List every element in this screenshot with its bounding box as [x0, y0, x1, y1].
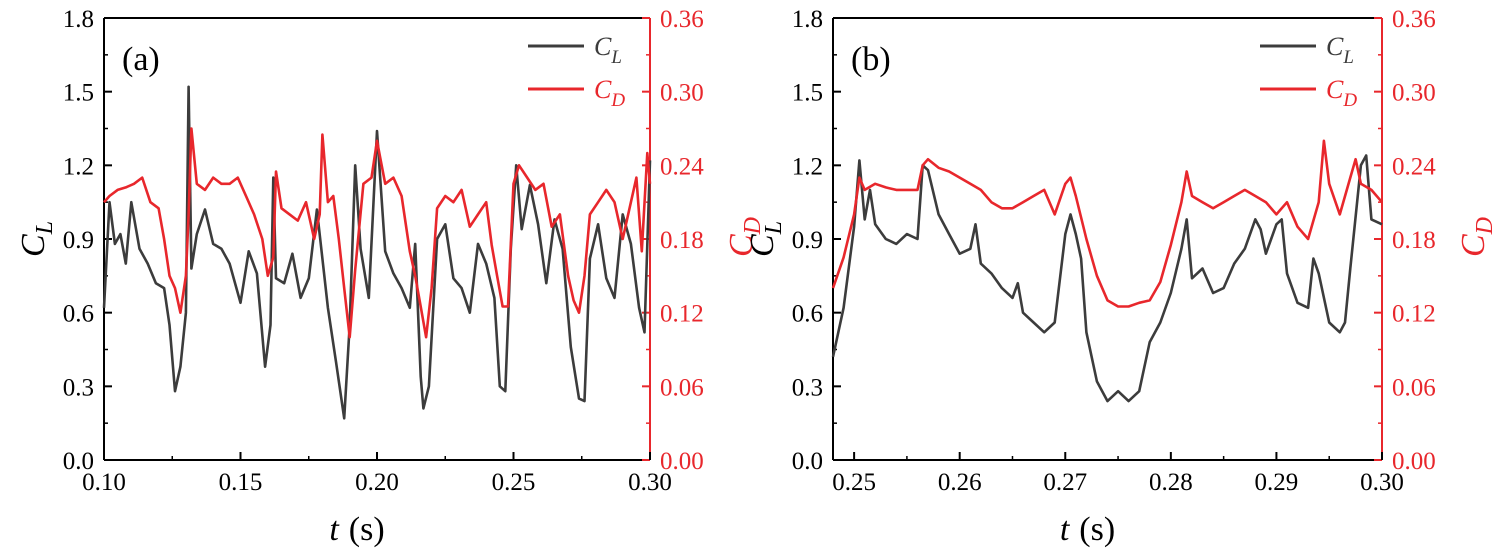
right-y-tick-label: 0.30 [1392, 80, 1436, 107]
x-tick-label: 0.20 [355, 469, 399, 496]
right-y-tick-label: 0.00 [660, 448, 704, 475]
right-y-tick-label: 0.24 [660, 153, 704, 180]
right-y-tick-label: 0.00 [1392, 448, 1436, 475]
left-y-tick-label: 0.3 [792, 374, 823, 401]
right-y-axis-title: CD [1455, 217, 1498, 257]
legend-cl-label: CL [1326, 32, 1354, 68]
left-y-tick-label: 0.9 [792, 227, 823, 254]
x-tick-label: 0.30 [1360, 469, 1404, 496]
cl-series-line [831, 154, 1383, 403]
legend-cl-label-sub: L [610, 47, 622, 68]
legend-cd-label-main: C [594, 75, 612, 104]
legend-cl-label: CL [594, 32, 622, 68]
x-axis-title-var: t [1060, 511, 1071, 548]
right-y-tick-label: 0.18 [660, 227, 704, 254]
right-y-axis-title-main: C [1455, 234, 1492, 257]
panel-label: (a) [122, 41, 160, 78]
left-y-axis-title-main: C [15, 234, 52, 257]
left-y-axis-title-main: C [744, 234, 781, 257]
legend-cd-label-sub: D [610, 90, 625, 111]
x-tick-label: 0.30 [628, 469, 672, 496]
left-y-tick-label: 1.5 [792, 80, 823, 107]
panel-label: (b) [851, 41, 891, 78]
right-y-tick-label: 0.30 [660, 80, 704, 107]
left-y-axis-title-sub: L [32, 221, 58, 235]
cd-series-line [103, 127, 652, 339]
left-y-tick-label: 0.9 [63, 227, 94, 254]
x-axis-title: t (s) [329, 511, 384, 548]
legend-cd-label: CD [1326, 75, 1357, 111]
right-y-tick-label: 0.24 [1392, 153, 1436, 180]
left-y-tick-label: 0.3 [63, 374, 94, 401]
x-axis-title-unit: (s) [349, 511, 385, 548]
x-axis-title-var: t [329, 511, 340, 548]
left-y-tick-label: 1.8 [792, 6, 823, 33]
right-y-axis-title-sub: D [1472, 217, 1498, 235]
right-y-tick-label: 0.06 [660, 374, 704, 401]
panel-b-chart: 0.0 0.3 0.6 0.9 1.2 1.5 1.8 0.00 0.06 0.12 0.18 0.2… [744, 6, 1498, 548]
panel-a-chart: 0.0 0.3 0.6 0.9 1.2 1.5 1.8 0.00 0.06 0.12 0.18 0.2… [15, 6, 766, 548]
x-axis-title: t (s) [1060, 511, 1115, 548]
x-tick-label: 0.29 [1255, 469, 1299, 496]
x-tick-label: 0.10 [82, 469, 126, 496]
legend-cd-label-sub: D [1342, 90, 1357, 111]
legend-cd-label: CD [594, 75, 625, 111]
right-y-axis-title: CD [723, 217, 766, 257]
right-y-axis-title-main: C [723, 234, 760, 257]
left-y-tick-label: 0.0 [63, 448, 94, 475]
right-y-tick-label: 0.36 [1392, 6, 1436, 33]
x-axis-title-unit: (s) [1079, 511, 1115, 548]
right-y-tick-label: 0.06 [1392, 374, 1436, 401]
left-y-tick-label: 1.2 [63, 153, 94, 180]
left-y-axis-title: CL [15, 221, 58, 257]
right-y-axis-title-sub: D [740, 217, 766, 235]
left-y-tick-label: 1.2 [792, 153, 823, 180]
x-tick-label: 0.25 [832, 469, 876, 496]
cd-series-line [831, 139, 1383, 308]
legend-cl-label-main: C [1326, 32, 1344, 61]
legend-cl-label-sub: L [1342, 47, 1354, 68]
left-y-tick-label: 1.8 [63, 6, 94, 33]
x-tick-label: 0.25 [492, 469, 536, 496]
left-y-axis-title: CL [744, 221, 787, 257]
x-tick-label: 0.28 [1149, 469, 1193, 496]
right-y-tick-label: 0.12 [660, 301, 704, 328]
legend-cl-label-main: C [594, 32, 612, 61]
x-tick-label: 0.26 [938, 469, 982, 496]
left-y-tick-label: 0.6 [792, 301, 823, 328]
right-y-tick-label: 0.36 [660, 6, 704, 33]
right-y-tick-label: 0.18 [1392, 227, 1436, 254]
x-tick-label: 0.27 [1043, 469, 1087, 496]
legend-cd-label-main: C [1326, 75, 1344, 104]
left-y-tick-label: 0.6 [63, 301, 94, 328]
x-tick-label: 0.15 [219, 469, 263, 496]
left-y-axis-title-sub: L [761, 221, 787, 235]
left-y-tick-label: 0.0 [792, 448, 823, 475]
left-y-tick-label: 1.5 [63, 80, 94, 107]
right-y-tick-label: 0.12 [1392, 301, 1436, 328]
